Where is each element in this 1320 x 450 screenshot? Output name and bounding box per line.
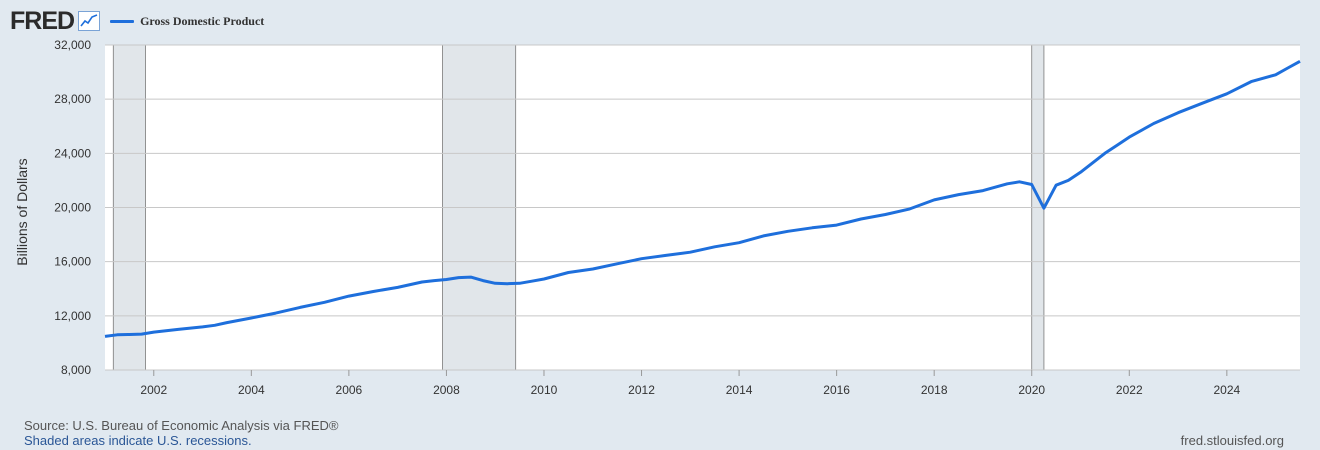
x-tick-labels: 2002 2004 2006 2008 2010 2012 2014 2016 2018 2020… — [140, 383, 1240, 397]
site-url[interactable]: fred.stlouisfed.org — [1180, 433, 1284, 448]
gdp-series-line — [104, 59, 1301, 338]
x-tick-marks — [153, 370, 1228, 376]
x-tick-label: 2006 — [336, 383, 363, 397]
y-tick-label: 12,000 — [54, 309, 91, 323]
x-tick-label: 2002 — [140, 383, 167, 397]
x-tick-label: 2016 — [823, 383, 850, 397]
recession-note: Shaded areas indicate U.S. recessions. — [24, 433, 252, 448]
y-tick-label: 32,000 — [54, 38, 91, 52]
header: FRED Gross Domestic Product — [10, 6, 264, 36]
y-tick-label: 24,000 — [54, 146, 91, 160]
y-tick-label: 16,000 — [54, 255, 91, 269]
y-tick-labels: 8,000 12,000 16,000 20,000 24,000 28,000 32,00… — [54, 38, 91, 377]
y-tick-label: 28,000 — [54, 92, 91, 106]
x-tick-label: 2004 — [238, 383, 265, 397]
legend: Gross Domestic Product — [110, 14, 264, 29]
x-tick-label: 2010 — [531, 383, 558, 397]
legend-label[interactable]: Gross Domestic Product — [140, 13, 265, 28]
legend-swatch — [110, 19, 135, 23]
x-tick-label: 2022 — [1116, 383, 1143, 397]
y-axis-title: Billions of Dollars — [14, 158, 30, 265]
fred-logo[interactable]: FRED — [10, 6, 75, 35]
x-tick-label: 2020 — [1018, 383, 1045, 397]
source-note: Source: U.S. Bureau of Economic Analysis… — [24, 418, 339, 433]
x-tick-label: 2008 — [433, 383, 460, 397]
y-tick-label: 20,000 — [54, 201, 91, 215]
line-chart-icon — [78, 11, 101, 31]
y-tick-label: 8,000 — [61, 363, 91, 377]
x-tick-label: 2024 — [1213, 383, 1240, 397]
x-tick-label: 2018 — [921, 383, 948, 397]
x-tick-label: 2012 — [628, 383, 655, 397]
gridlines — [105, 44, 1300, 371]
x-tick-label: 2014 — [726, 383, 753, 397]
